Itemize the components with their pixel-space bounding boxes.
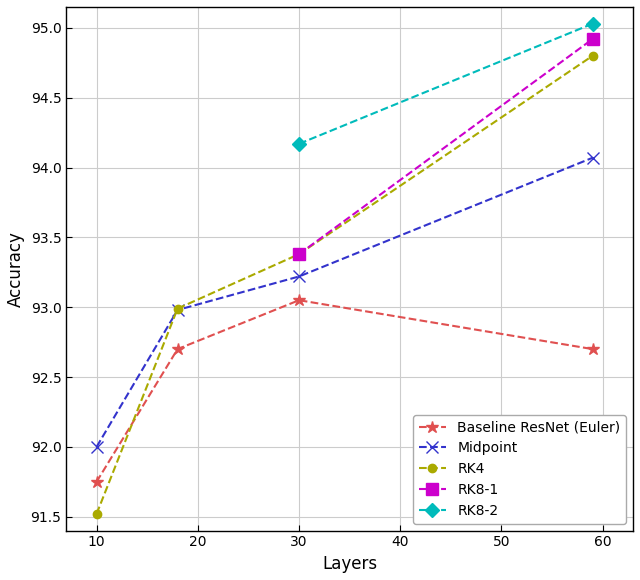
Line: RK8-1: RK8-1 bbox=[294, 34, 598, 260]
Baseline ResNet (Euler) bbox=[93, 478, 100, 485]
Baseline ResNet (Euler) bbox=[295, 297, 303, 304]
Midpoint bbox=[173, 306, 181, 313]
Baseline ResNet (Euler) bbox=[589, 346, 596, 353]
RK8-2 bbox=[295, 140, 303, 147]
RK4 bbox=[93, 510, 100, 517]
Y-axis label: Accuracy: Accuracy bbox=[7, 231, 25, 307]
Baseline ResNet (Euler) bbox=[173, 346, 181, 353]
RK4 bbox=[295, 251, 303, 258]
RK8-1 bbox=[589, 35, 596, 42]
Midpoint bbox=[93, 443, 100, 450]
Line: RK8-2: RK8-2 bbox=[294, 19, 597, 148]
Legend: Baseline ResNet (Euler), Midpoint, RK4, RK8-1, RK8-2: Baseline ResNet (Euler), Midpoint, RK4, … bbox=[413, 415, 626, 524]
Midpoint bbox=[295, 273, 303, 280]
Midpoint bbox=[589, 154, 596, 161]
Line: Midpoint: Midpoint bbox=[91, 152, 598, 452]
Line: Baseline ResNet (Euler): Baseline ResNet (Euler) bbox=[90, 294, 599, 488]
RK4 bbox=[589, 52, 596, 59]
Line: RK4: RK4 bbox=[92, 52, 596, 518]
RK4 bbox=[173, 305, 181, 312]
RK8-2 bbox=[589, 20, 596, 27]
RK8-1 bbox=[295, 251, 303, 258]
X-axis label: Layers: Layers bbox=[322, 555, 377, 573]
